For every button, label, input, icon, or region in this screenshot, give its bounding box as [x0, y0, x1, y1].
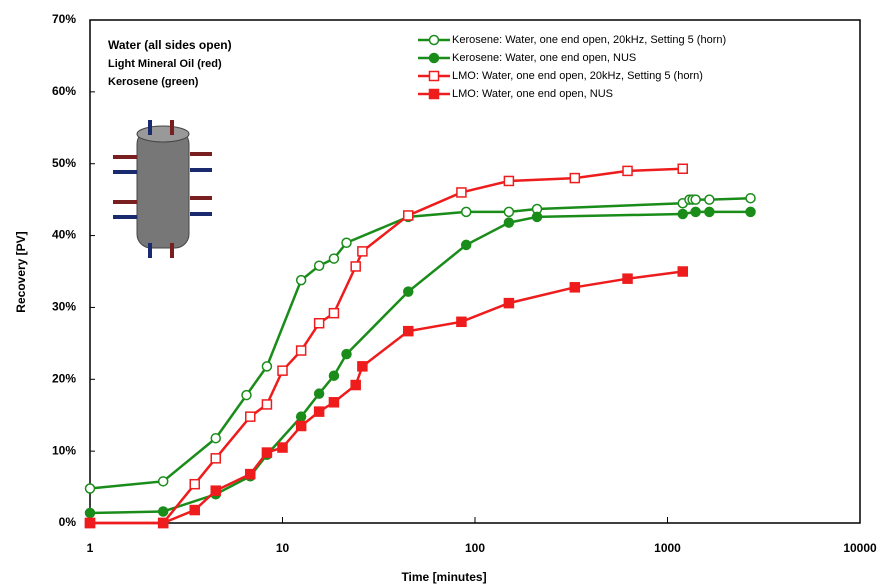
data-point	[313, 317, 325, 329]
data-point	[456, 316, 467, 328]
data-point	[704, 194, 715, 205]
y-tick-label: 0%	[59, 515, 77, 529]
data-point	[704, 206, 715, 218]
y-axis-label: Recovery [PV]	[14, 231, 28, 312]
data-point	[503, 206, 515, 218]
legend-marker	[428, 70, 440, 82]
x-axis-label: Time [minutes]	[401, 570, 486, 584]
data-point	[745, 206, 756, 218]
data-point	[677, 163, 688, 174]
data-point	[328, 370, 340, 381]
data-point	[460, 206, 472, 218]
legend-marker	[428, 52, 440, 64]
data-point	[503, 175, 515, 187]
data-point	[402, 286, 414, 297]
legend-label: Kerosene: Water, one end open, NUS	[452, 52, 636, 64]
data-point	[350, 379, 361, 391]
data-point	[189, 504, 200, 516]
data-point	[84, 517, 96, 529]
data-point	[677, 266, 688, 277]
y-tick-label: 10%	[52, 443, 76, 457]
annotation: Kerosene (green)	[108, 76, 199, 88]
data-point	[261, 447, 273, 458]
legend-marker	[428, 88, 440, 100]
data-point	[402, 210, 414, 221]
data-point	[350, 261, 361, 272]
data-point	[241, 389, 252, 401]
legend-label: LMO: Water, one end open, NUS	[452, 88, 613, 100]
y-tick-label: 50%	[52, 156, 76, 170]
data-point	[295, 420, 307, 432]
data-point	[503, 297, 515, 309]
data-point	[157, 506, 169, 517]
x-tick-label: 1000	[654, 541, 681, 555]
data-point	[357, 361, 368, 372]
x-tick-label: 100	[465, 541, 485, 555]
data-point	[157, 476, 169, 487]
data-point	[328, 253, 340, 264]
data-point	[622, 165, 633, 177]
data-point	[261, 399, 273, 410]
annotation: Water (all sides open)	[108, 38, 232, 52]
data-point	[677, 208, 688, 220]
data-point	[84, 507, 96, 519]
x-tick-label: 1	[87, 541, 94, 555]
data-point	[313, 406, 325, 417]
data-point	[569, 172, 581, 184]
x-tick-label: 10000	[843, 541, 877, 555]
legend-marker	[428, 34, 440, 46]
x-tick-label: 10	[276, 541, 290, 555]
data-point	[210, 485, 221, 496]
data-point	[313, 388, 325, 399]
data-point	[357, 246, 368, 257]
data-point	[328, 307, 340, 319]
data-point	[328, 397, 340, 408]
data-point	[245, 411, 256, 422]
data-point	[210, 453, 221, 464]
data-point	[157, 517, 169, 529]
data-point	[295, 345, 307, 356]
data-point	[460, 239, 472, 251]
core-illustration	[113, 120, 212, 258]
data-point	[569, 282, 581, 293]
data-point	[341, 348, 352, 360]
data-point	[245, 468, 256, 480]
data-point	[295, 274, 307, 286]
data-point	[313, 260, 325, 272]
data-point	[295, 411, 307, 422]
legend-label: LMO: Water, one end open, 20kHz, Setting…	[452, 70, 703, 82]
legend-label: Kerosene: Water, one end open, 20kHz, Se…	[452, 34, 726, 46]
data-point	[341, 237, 352, 249]
data-point	[503, 217, 515, 228]
y-tick-label: 70%	[52, 12, 76, 26]
annotation: Light Mineral Oil (red)	[108, 58, 222, 70]
data-point	[277, 442, 288, 453]
data-point	[210, 432, 221, 444]
y-tick-label: 30%	[52, 300, 76, 314]
data-point	[690, 206, 701, 218]
data-point	[531, 211, 543, 223]
data-point	[84, 483, 96, 494]
data-point	[456, 187, 467, 198]
data-point	[402, 325, 414, 337]
data-point	[622, 273, 633, 284]
data-point	[277, 365, 288, 376]
data-point	[189, 478, 200, 490]
data-point	[745, 192, 756, 204]
y-tick-label: 20%	[52, 371, 76, 385]
y-tick-label: 40%	[52, 228, 76, 242]
data-point	[690, 194, 701, 205]
y-tick-label: 60%	[52, 84, 76, 98]
data-point	[261, 361, 273, 372]
